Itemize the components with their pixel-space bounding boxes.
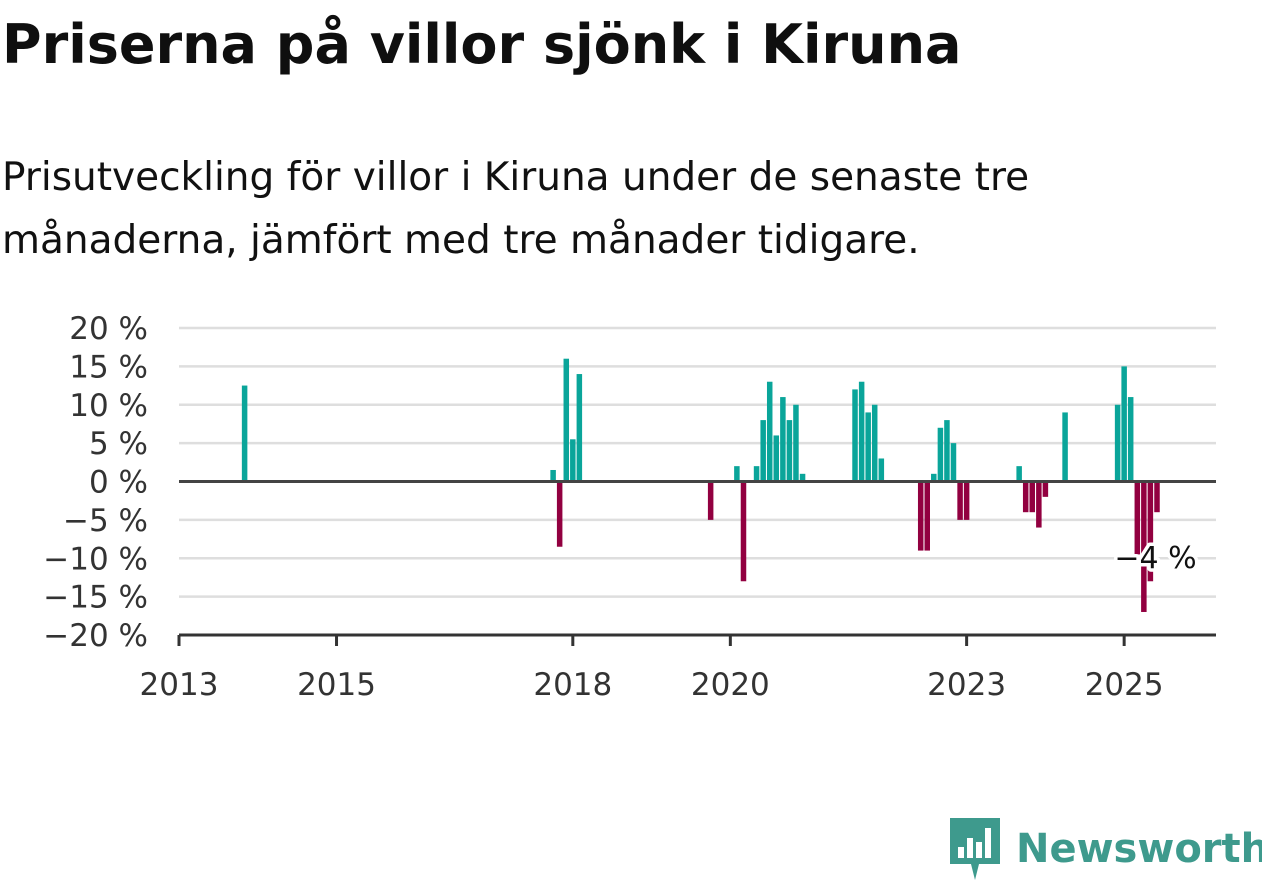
- y-tick-label: 5 %: [89, 426, 148, 462]
- brand-name: Newsworthy: [1016, 826, 1262, 872]
- bar: [950, 443, 957, 482]
- bar: [766, 381, 773, 482]
- bar: [1154, 481, 1160, 513]
- bar: [1042, 481, 1049, 497]
- bar: [1016, 466, 1022, 482]
- bar: [786, 420, 793, 482]
- bar: [1114, 404, 1121, 482]
- bar: [957, 481, 963, 520]
- bar: [852, 389, 858, 482]
- bars: [241, 358, 1160, 612]
- annotations: −4 %: [1111, 538, 1200, 580]
- chart-title: Priserna på villor sjönk i Kiruna: [2, 13, 962, 76]
- bar: [1127, 397, 1134, 482]
- bar: [734, 466, 740, 482]
- y-tick-label: 20 %: [69, 311, 148, 347]
- bar: [780, 397, 786, 482]
- gridlines: [179, 326, 1216, 598]
- bar: [1036, 481, 1042, 528]
- x-tick-label: 2013: [140, 667, 219, 703]
- newsworthy-logo-icon: [950, 818, 1000, 880]
- bar: [570, 439, 576, 482]
- tick-labels: 20 %15 %10 %5 %0 %−5 %−10 %−15 %−20 % 201…: [43, 311, 1163, 703]
- axes: [177, 480, 1216, 646]
- bar: [550, 469, 556, 482]
- x-tick-label: 2023: [927, 667, 1006, 703]
- bar: [576, 374, 583, 482]
- bar: [865, 412, 871, 482]
- bar: [944, 420, 950, 482]
- y-tick-label: 15 %: [69, 349, 148, 385]
- bar: [871, 404, 878, 482]
- bar: [241, 385, 248, 482]
- bar: [760, 420, 766, 482]
- bar: [793, 404, 799, 482]
- x-tick-label: 2020: [691, 667, 770, 703]
- y-tick-label: −5 %: [63, 503, 148, 539]
- bar: [1141, 481, 1147, 612]
- bar: [937, 427, 944, 482]
- x-tick-label: 2015: [297, 667, 376, 703]
- y-tick-label: −20 %: [43, 618, 148, 654]
- y-tick-label: 0 %: [89, 465, 148, 501]
- bar: [707, 481, 714, 520]
- bar: [740, 481, 747, 582]
- bar: [917, 481, 924, 551]
- brand: Newsworthy: [950, 818, 1262, 880]
- bar: [1029, 481, 1035, 513]
- y-tick-label: −15 %: [43, 580, 148, 616]
- bar: [931, 473, 937, 482]
- x-tick-label: 2018: [533, 667, 612, 703]
- bar: [1147, 481, 1154, 582]
- bar: [1134, 481, 1141, 555]
- bar: [1062, 412, 1068, 482]
- bar: [753, 466, 760, 482]
- bar: [963, 481, 970, 520]
- latest-value-annotation: −4 %: [1114, 541, 1196, 576]
- bar: [858, 381, 865, 482]
- bar: [924, 481, 930, 551]
- y-tick-label: 10 %: [69, 388, 148, 424]
- bar: [1022, 481, 1029, 513]
- x-tick-label: 2025: [1085, 667, 1164, 703]
- bar: [799, 473, 806, 482]
- bar: [563, 358, 570, 482]
- bar: [1121, 366, 1127, 482]
- bar: [556, 481, 563, 547]
- bar: [773, 435, 780, 482]
- chart-subtitle: Prisutveckling för villor i Kiruna under…: [2, 155, 1030, 263]
- y-tick-label: −10 %: [43, 541, 148, 577]
- bar: [878, 458, 885, 482]
